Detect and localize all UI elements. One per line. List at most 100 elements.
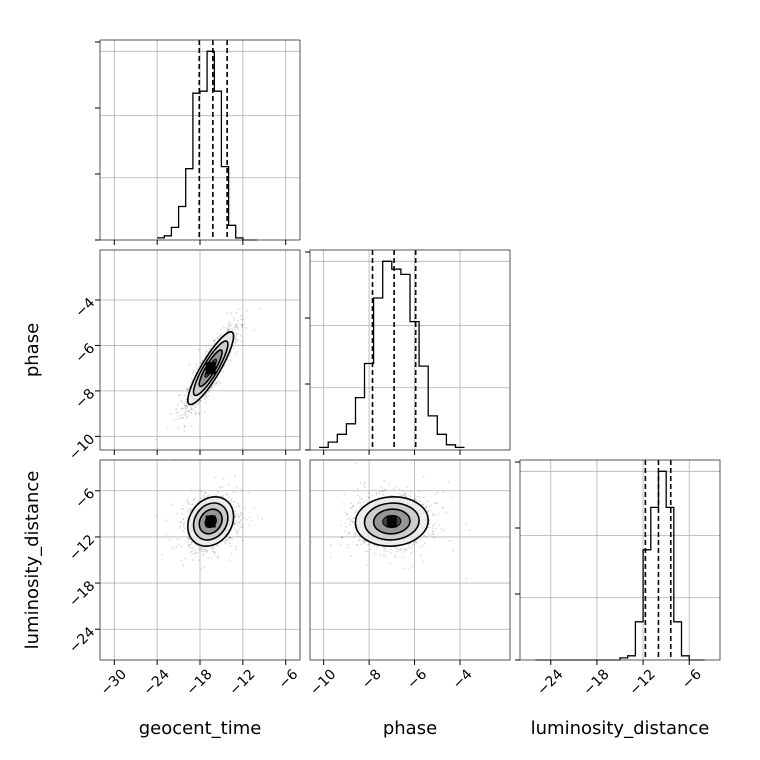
sample-point (236, 326, 239, 328)
sample-point (175, 512, 178, 515)
sample-point (415, 500, 418, 502)
sample-point (194, 406, 197, 409)
sample-point (231, 329, 234, 332)
sample-point (209, 347, 211, 350)
sample-point (190, 377, 193, 380)
sample-point (213, 339, 215, 342)
sample-point (180, 560, 183, 562)
x-tick-label: −18 (183, 666, 215, 698)
sample-point (216, 556, 219, 559)
sample-point (191, 503, 194, 505)
sample-point (203, 548, 206, 550)
sample-point (188, 543, 190, 546)
sample-point (237, 502, 239, 505)
sample-point (347, 546, 349, 549)
sample-point (434, 514, 437, 517)
sample-point (203, 395, 205, 398)
sample-point (202, 496, 205, 499)
sample-point (434, 527, 437, 530)
sample-point (414, 541, 417, 543)
sample-point (190, 381, 193, 383)
sample-point (184, 412, 187, 415)
sample-point (410, 551, 412, 554)
sample-point (177, 427, 180, 430)
sample-point (213, 341, 216, 343)
sample-point (230, 499, 233, 502)
x-axis-label-luminosity_distance: luminosity_distance (531, 718, 710, 739)
sample-point (217, 336, 219, 339)
sample-point (403, 492, 406, 495)
sample-point (239, 521, 242, 524)
sample-point (355, 510, 357, 512)
sample-point (231, 538, 234, 540)
sample-point (195, 402, 198, 405)
sample-point (241, 523, 243, 526)
sample-point (217, 490, 219, 493)
sample-point (200, 361, 202, 364)
sample-point (422, 560, 424, 563)
sample-point (223, 541, 226, 543)
sample-point (363, 550, 366, 553)
sample-point (400, 494, 403, 497)
sample-point (398, 493, 401, 495)
density-geocent_time-phase (95, 249, 301, 455)
sample-point (228, 354, 231, 357)
sample-point (350, 554, 352, 557)
sample-point (183, 403, 186, 406)
sample-point (190, 425, 193, 428)
sample-point (383, 480, 386, 483)
sample-point (182, 414, 184, 416)
sample-point (186, 498, 189, 501)
sample-point (389, 552, 392, 554)
sample-point (377, 546, 379, 549)
sample-point (357, 502, 360, 505)
y-tick-label: −12 (66, 532, 98, 564)
sample-point (242, 516, 245, 519)
sample-point (238, 515, 241, 518)
sample-point (204, 492, 207, 494)
sample-point (373, 553, 376, 555)
sample-point (222, 478, 225, 480)
sample-point (204, 411, 207, 414)
sample-point (403, 495, 406, 498)
sample-point (179, 394, 181, 397)
sample-point (404, 548, 406, 551)
sample-point (398, 488, 401, 491)
sample-point (232, 491, 235, 494)
sample-point (227, 536, 230, 539)
sample-point (356, 544, 358, 546)
sample-point (420, 554, 422, 557)
sample-point (412, 541, 415, 544)
sample-point (192, 408, 195, 411)
sample-point (239, 514, 242, 517)
sample-point (415, 495, 417, 498)
sample-point (182, 417, 184, 419)
sample-point (363, 539, 365, 542)
sample-point (194, 552, 197, 555)
sample-point (216, 544, 219, 547)
sample-point (186, 500, 188, 503)
sample-point (207, 350, 209, 353)
sample-point (236, 350, 239, 353)
sample-point (205, 550, 208, 553)
sample-point (403, 567, 406, 570)
sample-point (378, 490, 381, 493)
sample-point (234, 324, 237, 327)
sample-point (437, 512, 440, 515)
sample-point (190, 489, 193, 491)
sample-point (432, 536, 435, 539)
sample-point (362, 540, 364, 543)
sample-point (196, 551, 199, 554)
sample-point (432, 531, 434, 533)
sample-point (206, 549, 209, 552)
sample-point (193, 499, 195, 501)
sample-point (189, 509, 192, 511)
density-peak (386, 515, 397, 528)
sample-point (375, 492, 378, 494)
sample-point (239, 519, 242, 521)
sample-point (181, 417, 184, 419)
sample-point (341, 536, 344, 539)
sample-point (212, 342, 215, 345)
density-phase-luminosity_distance (309, 459, 511, 665)
